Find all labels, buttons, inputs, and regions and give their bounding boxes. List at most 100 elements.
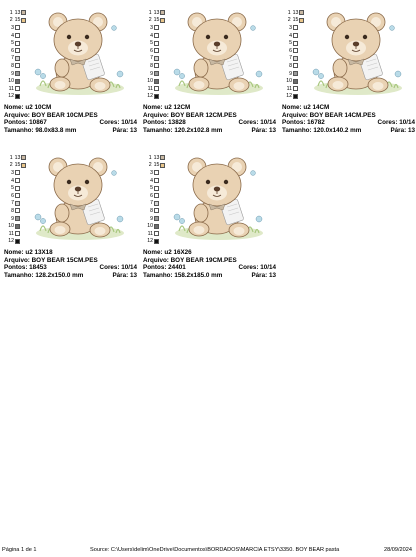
color-swatch-number: 3 [11, 24, 14, 31]
color-swatch-list: 1 13 2 15 3 4 5 6 7 8 9 10 11 12 [4, 154, 26, 245]
color-swatch [154, 55, 159, 61]
color-swatch-number: 7 [150, 55, 153, 62]
color-swatch [15, 231, 20, 237]
color-swatch-row: 5 [282, 39, 304, 47]
color-swatch [21, 155, 26, 161]
color-swatch [15, 25, 20, 31]
color-swatch-row: 5 [143, 184, 165, 192]
design-file: Arquivo: BOY BEAR 12CM.PES [143, 111, 237, 119]
color-swatch [154, 238, 159, 244]
color-swatch-row: 1 13 [4, 154, 26, 162]
design-card: 1 13 2 15 3 4 5 6 7 8 9 10 11 12 Nome: u2 14CM Arquivo… [278, 0, 415, 170]
color-swatch [15, 185, 20, 191]
color-swatch-row: 11 [4, 85, 26, 93]
design-info: Nome: u2 16X26 Arquivo: BOY BEAR 19CM.PES… [143, 249, 276, 279]
color-swatch-row: 4 [4, 32, 26, 40]
color-swatch-number: 4 [289, 32, 292, 39]
color-swatch-number: 9 [150, 215, 153, 222]
color-swatch [293, 71, 298, 77]
color-swatch-number: 12 [147, 238, 153, 245]
color-swatch-number: 7 [150, 200, 153, 207]
color-swatch [154, 78, 159, 84]
color-swatch-number: 10 [147, 223, 153, 230]
design-name: Nome: u2 12CM [143, 104, 191, 111]
color-swatch-row: 4 [143, 32, 165, 40]
color-swatch-number: 8 [11, 62, 14, 69]
color-swatch-number: 9 [289, 70, 292, 77]
color-swatch-row: 9 [143, 215, 165, 223]
color-swatch-number: 15 [153, 162, 160, 169]
color-swatch [154, 71, 159, 77]
color-swatch [299, 17, 304, 23]
color-swatch-number: 5 [150, 185, 153, 192]
color-swatch [293, 33, 298, 39]
color-swatch [21, 162, 26, 168]
color-swatch-row: 8 [143, 207, 165, 215]
color-swatch-number: 11 [8, 85, 14, 92]
color-swatch-number: 8 [150, 62, 153, 69]
color-swatch-number: 13 [153, 9, 160, 16]
color-swatch [160, 155, 165, 161]
bear-design-image [173, 157, 263, 240]
color-swatch [21, 10, 26, 16]
design-info: Nome: u2 10CM Arquivo: BOY BEAR 10CM.PES P… [4, 104, 137, 134]
design-info: Nome: u2 14CM Arquivo: BOY BEAR 14CM.PES P… [282, 104, 415, 134]
color-swatch-number: 6 [150, 192, 153, 199]
color-swatch-number: 8 [150, 207, 153, 214]
color-swatch-number: 6 [289, 47, 292, 54]
color-swatch-row: 11 [4, 230, 26, 238]
color-swatch [154, 48, 159, 54]
color-swatch [15, 238, 20, 244]
color-swatch-number: 9 [150, 70, 153, 77]
color-swatch [293, 86, 298, 92]
color-swatch [154, 231, 159, 237]
stitch-count: Pontos: 24401 [143, 264, 186, 272]
design-preview [22, 149, 130, 245]
stitch-count: Pontos: 18453 [4, 264, 47, 272]
color-swatch-number: 15 [14, 162, 21, 169]
color-swatch-number: 8 [289, 62, 292, 69]
color-swatch-row: 11 [282, 85, 304, 93]
design-name: Nome: u2 16X26 [143, 249, 192, 256]
color-swatch-number: 3 [289, 24, 292, 31]
color-swatch [293, 48, 298, 54]
color-swatch [15, 48, 20, 54]
color-swatch-number: 4 [150, 32, 153, 39]
color-swatch-row: 7 [143, 200, 165, 208]
color-swatch-number: 3 [150, 24, 153, 31]
design-info: Nome: u2 13X18 Arquivo: BOY BEAR 15CM.PES… [4, 249, 137, 279]
color-swatch [154, 170, 159, 176]
stitch-count: Pontos: 16782 [282, 119, 325, 127]
stop-count: Pára: 13 [112, 271, 137, 279]
color-swatch-number: 1 [9, 154, 13, 161]
color-swatch-row: 2 15 [143, 17, 165, 25]
color-swatch-row: 6 [143, 192, 165, 200]
color-swatch-number: 6 [11, 47, 14, 54]
color-swatch-number: 10 [286, 78, 292, 85]
color-swatch [15, 71, 20, 77]
design-name: Nome: u2 10CM [4, 104, 52, 111]
color-swatch [15, 216, 20, 222]
design-preview [161, 149, 269, 245]
color-swatch [154, 40, 159, 46]
color-swatch [154, 185, 159, 191]
color-swatch-number: 11 [286, 85, 292, 92]
color-swatch [293, 63, 298, 69]
color-swatch-row: 3 [143, 24, 165, 32]
color-swatch [293, 40, 298, 46]
color-swatch [154, 63, 159, 69]
design-card: 1 13 2 15 3 4 5 6 7 8 9 10 11 12 Nome: u2 10CM Arquivo… [0, 0, 137, 170]
color-swatch-row: 6 [4, 192, 26, 200]
color-swatch [15, 93, 20, 99]
color-swatch [154, 200, 159, 206]
bear-design-image [173, 12, 263, 95]
color-swatch-row: 5 [143, 39, 165, 47]
color-swatch-row: 11 [143, 85, 165, 93]
design-info: Nome: u2 12CM Arquivo: BOY BEAR 12CM.PES P… [143, 104, 276, 134]
color-swatch [154, 33, 159, 39]
color-swatch-row: 4 [282, 32, 304, 40]
color-swatch [154, 193, 159, 199]
color-swatch-number: 2 [148, 162, 152, 169]
design-card: 1 13 2 15 3 4 5 6 7 8 9 10 11 12 Nome: u2 12CM Arquivo… [139, 0, 276, 170]
color-swatch-number: 11 [8, 230, 14, 237]
